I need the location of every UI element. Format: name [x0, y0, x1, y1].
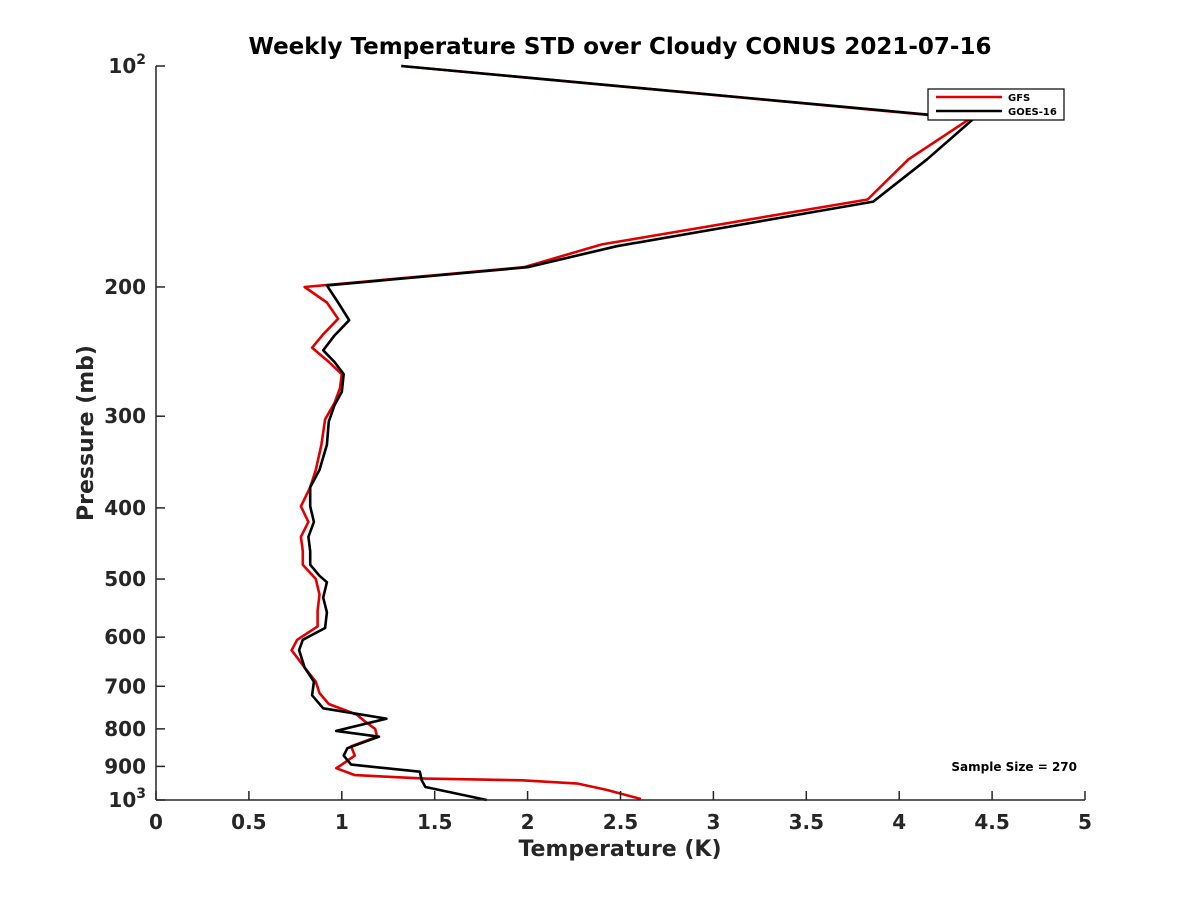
x-tick-label: 2.5	[603, 810, 638, 834]
y-tick-label: 400	[104, 496, 146, 520]
series-lines	[290, 64, 975, 802]
y-tick-label: 800	[104, 717, 146, 741]
y-tick-label: 700	[104, 674, 146, 698]
series-line-1	[297, 64, 975, 802]
x-tick-label: 4.5	[974, 810, 1009, 834]
y-tick-label: 600	[104, 625, 146, 649]
x-tick-label: 5	[1078, 810, 1092, 834]
y-ticks: 102 200 300 400 500 600 700 800 900 103	[104, 52, 165, 812]
x-tick-label: 4	[892, 810, 906, 834]
chart-title: Weekly Temperature STD over Cloudy CONUS…	[249, 34, 992, 60]
legend: GFS GOES-16	[927, 88, 1065, 121]
x-axis-label: Temperature (K)	[518, 837, 721, 862]
x-tick-label: 0	[149, 810, 163, 834]
x-ticks: 0 0.5 1 1.5 2 2.5 3 3.5 4 4.5 5	[149, 791, 1092, 834]
y-axis-label: Pressure (mb)	[74, 345, 99, 521]
x-tick-label: 3	[706, 810, 720, 834]
x-tick-label: 1.5	[417, 810, 452, 834]
y-tick-label: 500	[104, 567, 146, 591]
sample-size-annotation: Sample Size = 270	[951, 760, 1077, 774]
x-tick-label: 3.5	[789, 810, 824, 834]
series-line-0	[290, 64, 972, 801]
y-tick-label: 900	[104, 754, 146, 778]
legend-label: GFS	[1008, 93, 1030, 104]
legend-box	[927, 88, 1065, 121]
legend-label: GOES-16	[1008, 107, 1057, 118]
y-tick-label: 200	[104, 275, 146, 299]
y-tick-label: 102	[108, 52, 146, 78]
y-tick-label: 103	[108, 786, 146, 812]
x-tick-label: 2	[521, 810, 535, 834]
x-tick-label: 0.5	[231, 810, 266, 834]
plot-area	[156, 66, 1085, 800]
y-tick-label: 300	[104, 404, 146, 428]
x-tick-label: 1	[335, 810, 349, 834]
